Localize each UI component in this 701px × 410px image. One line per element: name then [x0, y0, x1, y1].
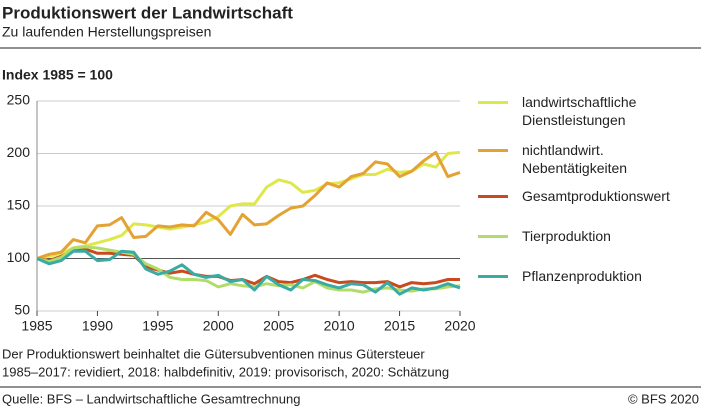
legend-swatch — [478, 235, 508, 238]
x-tick-label: 2020 — [444, 318, 475, 334]
series-line — [36, 249, 461, 296]
y-tick-label: 250 — [7, 92, 31, 108]
legend-label: Gesamtproduktionswert — [522, 188, 670, 204]
x-tick-label: 1990 — [82, 318, 113, 334]
note: 1985–2017: revidiert, 2018: halbdefiniti… — [2, 364, 449, 379]
series-line — [36, 150, 461, 260]
legend-label: nichtlandwirt. Nebentätigkeiten — [522, 142, 628, 176]
series-line — [36, 247, 460, 289]
legend-swatch — [478, 275, 508, 278]
x-tick-label: 2010 — [324, 318, 355, 334]
legend-item: nichtlandwirt. Nebentätigkeiten — [478, 141, 692, 177]
y-tick-label: 150 — [7, 197, 31, 213]
x-tick-label: 2015 — [384, 318, 415, 334]
legend-item: Gesamtproduktionswert — [478, 187, 692, 205]
chart-subtitle: Zu laufenden Herstellungspreisen — [2, 24, 211, 40]
legend-label: Tierproduktion — [522, 228, 611, 244]
x-tick-label: 1985 — [21, 318, 52, 334]
y-tick-label: 200 — [7, 144, 31, 160]
note: Der Produktionswert beinhaltet die Güter… — [2, 346, 425, 361]
chart-title: Produktionswert der Landwirtschaft — [2, 3, 293, 22]
legend-swatch — [478, 149, 508, 152]
legend-label: Pflanzenproduktion — [522, 268, 642, 284]
x-tick-label: 1995 — [142, 318, 173, 334]
legend-swatch — [478, 195, 508, 198]
source: Quelle: BFS – Landwirtschaftliche Gesamt… — [2, 391, 300, 406]
x-tick-label: 2000 — [203, 318, 234, 334]
x-tick-label: 2005 — [263, 318, 294, 334]
legend-item: landwirtschaftliche Dienstleistungen — [478, 93, 692, 129]
legend-item: Tierproduktion — [478, 227, 692, 245]
legend-item: Pflanzenproduktion — [478, 267, 692, 285]
legend-label: landwirtschaftliche Dienstleistungen — [522, 94, 637, 128]
series-line — [36, 150, 461, 260]
legend-swatch — [478, 101, 508, 104]
copyright: © BFS 2020 — [628, 391, 699, 406]
y-tick-label: 50 — [14, 302, 30, 318]
y-axis-label: Index 1985 = 100 — [2, 67, 113, 83]
y-tick-label: 100 — [7, 249, 31, 265]
